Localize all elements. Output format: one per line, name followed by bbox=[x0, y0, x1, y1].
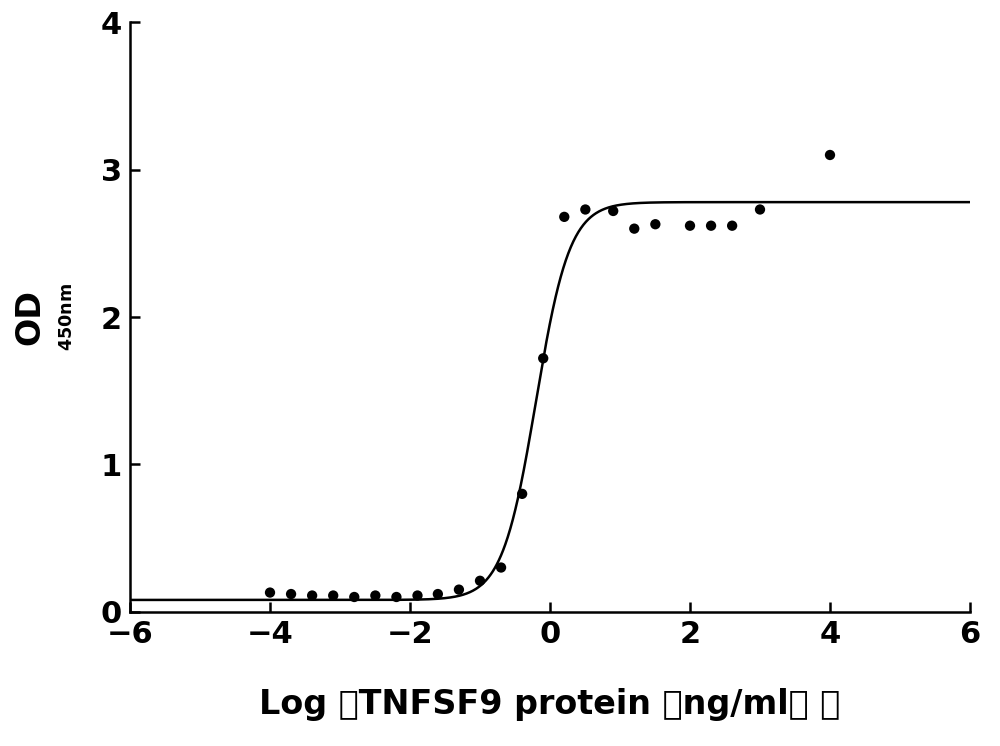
Point bbox=[822, 149, 838, 161]
Point bbox=[703, 220, 719, 232]
Point bbox=[430, 588, 446, 600]
Point bbox=[752, 204, 768, 216]
Point bbox=[556, 211, 572, 223]
Point bbox=[724, 220, 740, 232]
Point bbox=[535, 352, 551, 364]
Point bbox=[472, 575, 488, 587]
Point bbox=[647, 219, 663, 231]
Point bbox=[605, 205, 621, 217]
Point bbox=[325, 589, 341, 601]
Text: OD: OD bbox=[13, 289, 46, 345]
Text: Log （TNFSF9 protein （ng/ml） ）: Log （TNFSF9 protein （ng/ml） ） bbox=[259, 689, 841, 721]
Text: $\mathbf{_{450nm}}$: $\mathbf{_{450nm}}$ bbox=[51, 283, 75, 351]
Point bbox=[304, 589, 320, 601]
Point bbox=[409, 589, 425, 601]
Point bbox=[682, 220, 698, 232]
Point bbox=[626, 222, 642, 234]
Point bbox=[514, 488, 530, 500]
Point bbox=[367, 589, 383, 601]
Point bbox=[493, 562, 509, 574]
Point bbox=[346, 591, 362, 603]
Point bbox=[262, 586, 278, 598]
Point bbox=[283, 588, 299, 600]
Point bbox=[577, 204, 593, 216]
Point bbox=[451, 583, 467, 595]
Point bbox=[388, 591, 404, 603]
